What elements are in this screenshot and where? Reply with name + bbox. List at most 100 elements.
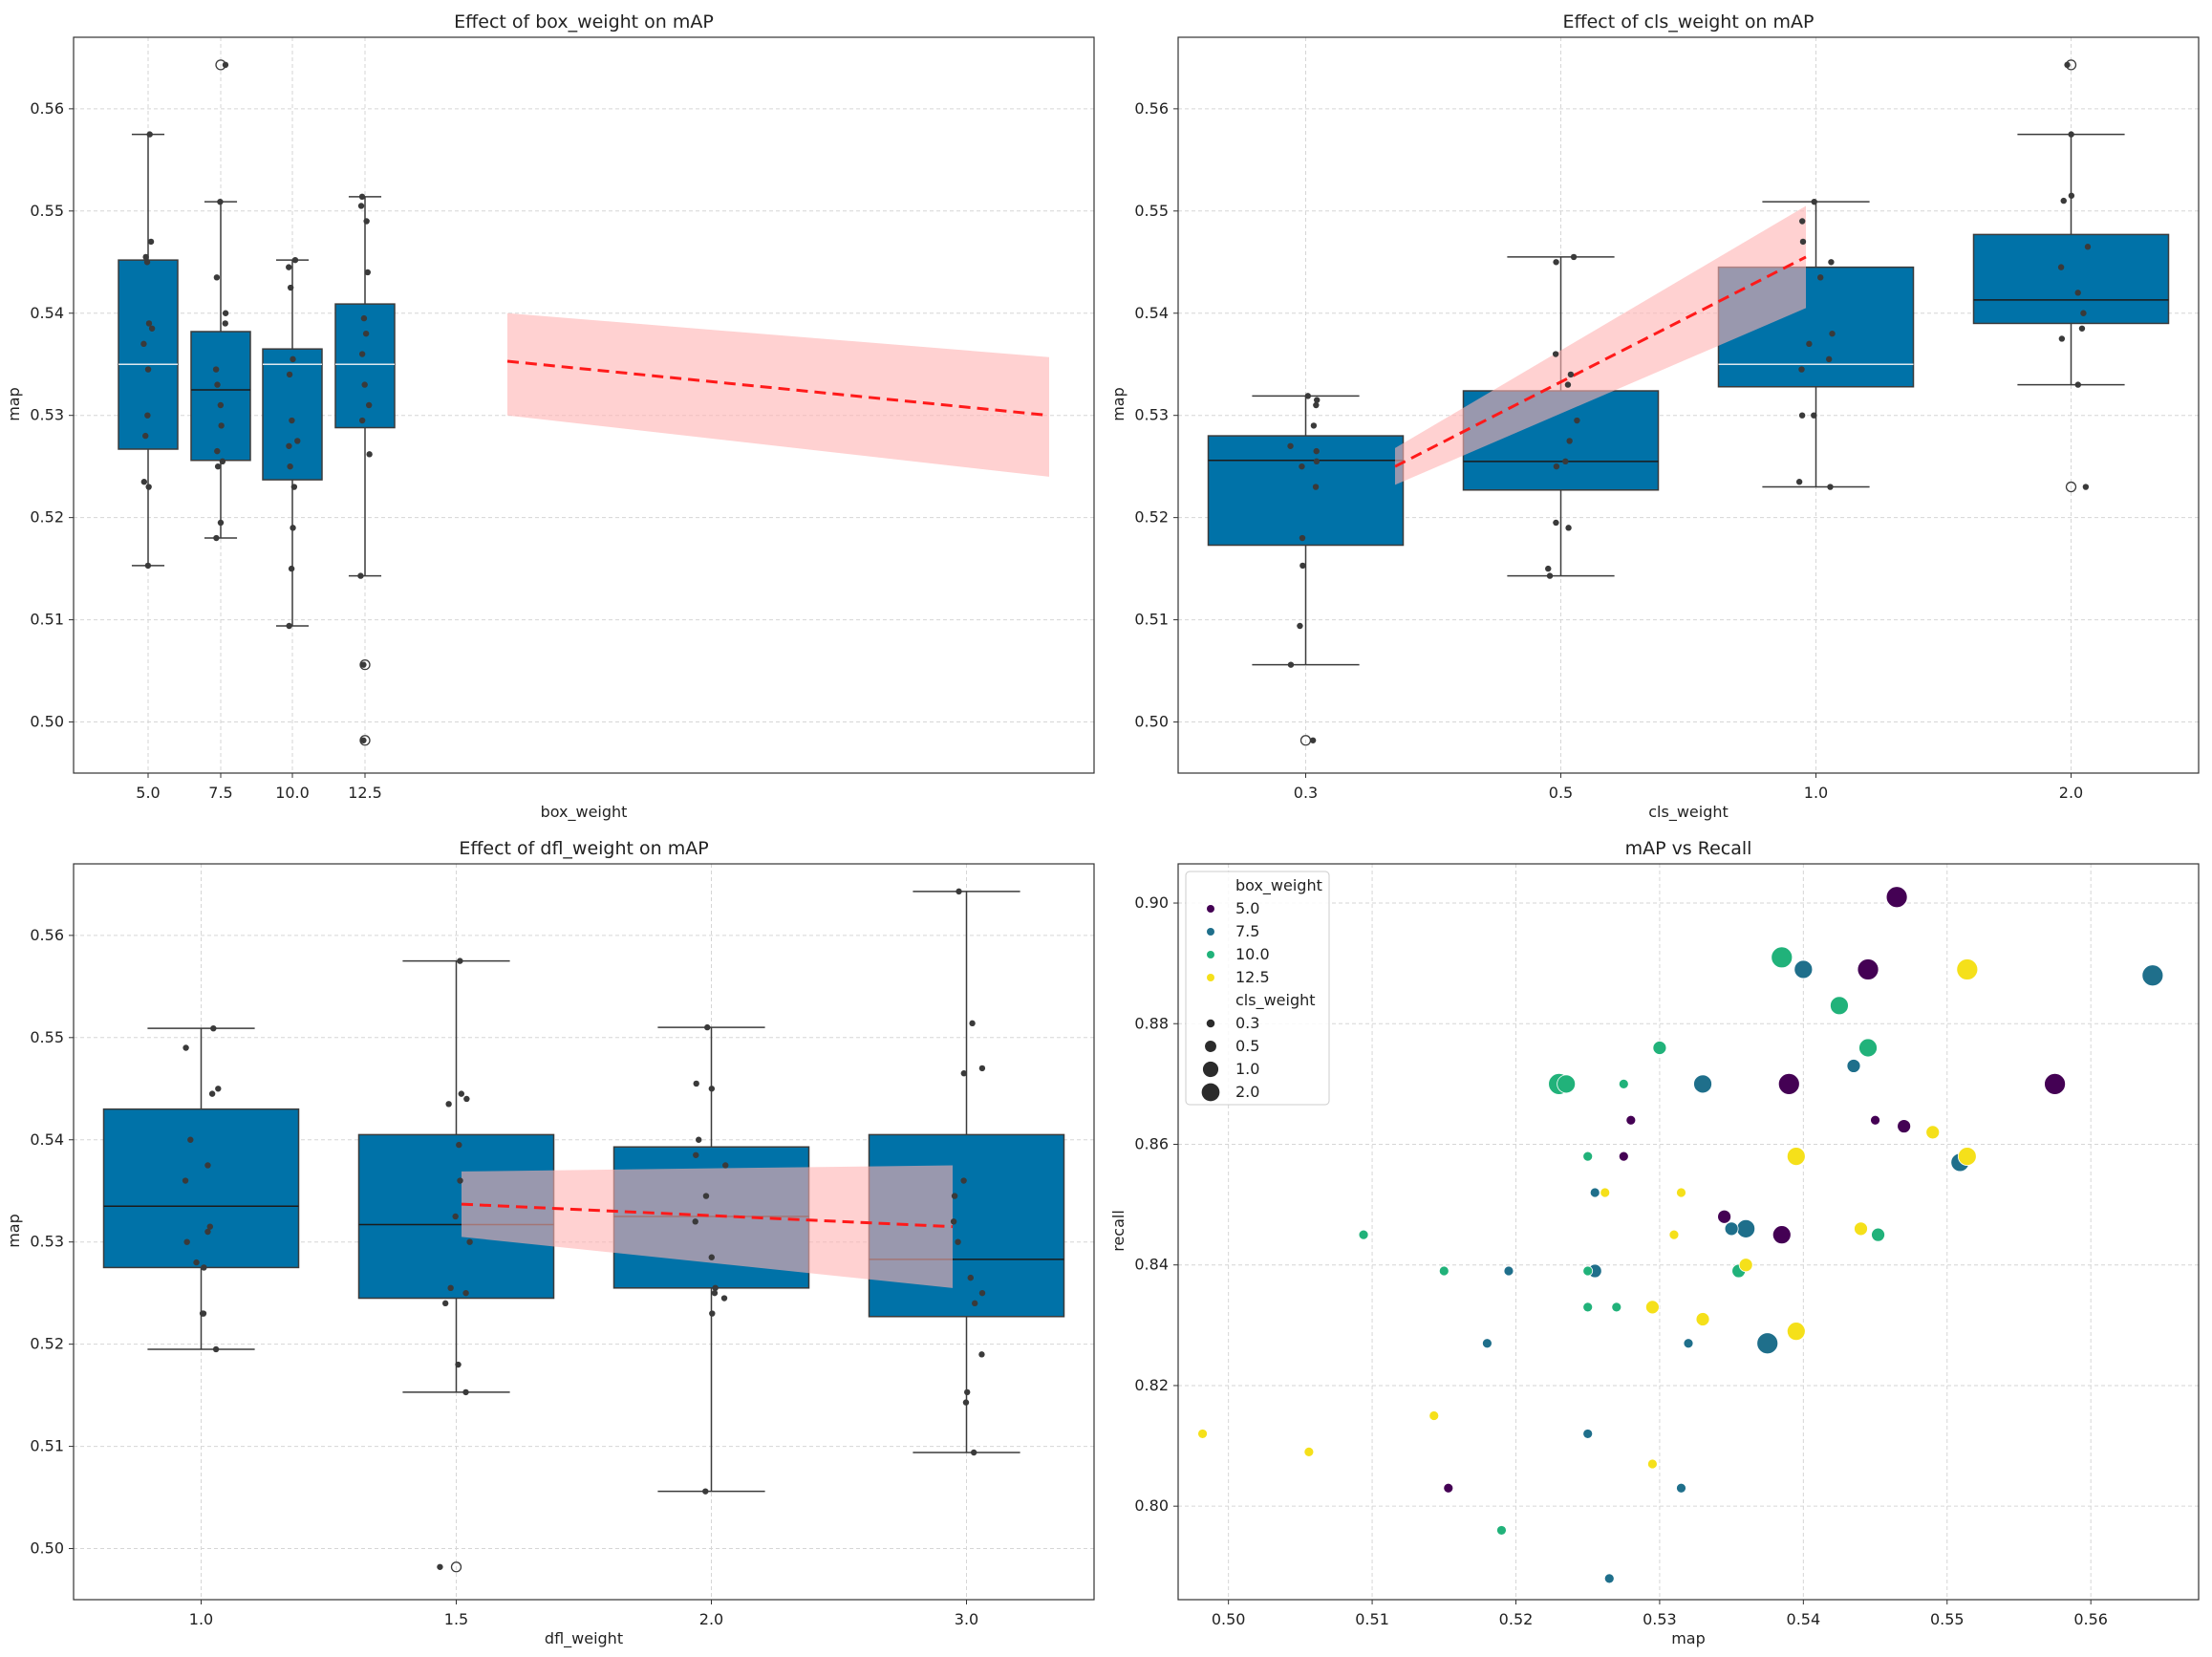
box-5.0 xyxy=(118,133,179,567)
plot-marks xyxy=(69,36,1095,778)
strip-point xyxy=(1564,381,1572,388)
scatter-point xyxy=(1303,1446,1315,1457)
y-tick-labels: 0.80 0.82 0.84 0.86 0.88 0.90 xyxy=(1134,893,1169,1515)
strip-point xyxy=(1313,401,1320,409)
flier-point xyxy=(450,1561,462,1573)
strip-point xyxy=(364,269,372,276)
box-iqr xyxy=(262,348,323,481)
scatter-point xyxy=(1603,1573,1615,1584)
strip-point xyxy=(210,1024,217,1032)
scatter-point xyxy=(1582,1302,1594,1313)
axes-frame xyxy=(73,863,1095,1601)
y-tick-label: 0.50 xyxy=(30,1539,64,1558)
panel-box-weight: Effect of box_weight on mAP box_weight m… xyxy=(5,11,1095,822)
strip-point xyxy=(201,1264,207,1271)
strip-point xyxy=(290,355,296,363)
strip-point xyxy=(217,401,225,409)
legend-marker-hue xyxy=(1207,928,1214,936)
y-tick-labels: 0.50 0.51 0.52 0.53 0.54 0.55 0.56 xyxy=(30,99,64,731)
panel-cls-weight: Effect of cls_weight on mAP cls_weight m… xyxy=(1109,11,2200,822)
x-tick-labels: 5.0 7.5 10.0 12.5 xyxy=(136,784,382,802)
strip-point xyxy=(1825,355,1833,363)
strip-point xyxy=(366,451,373,458)
strip-point xyxy=(363,218,370,225)
scatter-point xyxy=(1668,1229,1680,1240)
scatter-point xyxy=(1695,1312,1710,1326)
strip-point xyxy=(452,1213,459,1220)
legend-label: 2.0 xyxy=(1235,1083,1259,1101)
scatter-point xyxy=(1772,1225,1792,1245)
strip-point xyxy=(183,1238,190,1245)
scatter-point xyxy=(1676,1187,1686,1198)
strip-point xyxy=(702,1488,709,1495)
scatter-point xyxy=(1897,1119,1912,1133)
strip-point xyxy=(214,463,222,470)
y-tick-label: 0.54 xyxy=(30,1130,64,1149)
scatter-point xyxy=(1582,1151,1594,1162)
x-axis-label: box_weight xyxy=(541,803,628,822)
y-tick-label: 0.82 xyxy=(1134,1376,1169,1394)
scatter-point xyxy=(1644,1300,1660,1315)
strip-point xyxy=(969,1020,976,1027)
scatter-point xyxy=(1846,1059,1861,1073)
scatter-point xyxy=(1857,958,1879,980)
flier-point xyxy=(359,658,371,671)
x-tick-label: 0.52 xyxy=(1499,1610,1534,1628)
scatter-point xyxy=(1777,1072,1800,1095)
strip-point xyxy=(204,1228,211,1236)
legend-marker-size xyxy=(1201,1083,1220,1102)
scatter-point xyxy=(1582,1265,1594,1277)
box-10.0 xyxy=(262,259,323,627)
strip-point xyxy=(1297,622,1303,630)
strip-point xyxy=(140,340,147,348)
strip-point xyxy=(145,320,153,327)
strip-point xyxy=(213,534,220,542)
strip-point xyxy=(711,1289,719,1297)
strip-point xyxy=(182,1177,189,1184)
scatter-point xyxy=(1438,1265,1450,1277)
scatter-point xyxy=(1618,1078,1629,1089)
scatter-point xyxy=(1496,1525,1507,1536)
y-axis-label: map xyxy=(1109,387,1127,421)
y-tick-label: 0.56 xyxy=(30,926,64,944)
axes-frame xyxy=(1177,863,2200,1601)
y-tick-label: 0.51 xyxy=(1134,611,1169,629)
strip-point xyxy=(1553,519,1559,527)
box-0.3 xyxy=(1207,395,1405,746)
strip-point xyxy=(288,565,295,572)
strip-point xyxy=(708,1254,715,1260)
x-tick-labels: 1.0 1.5 2.0 3.0 xyxy=(189,1610,978,1628)
box-iqr xyxy=(1972,233,2170,325)
strip-point xyxy=(964,1388,971,1396)
x-tick-label: 10.0 xyxy=(275,784,310,802)
strip-point xyxy=(955,1238,961,1245)
x-tick-label: 1.5 xyxy=(444,1610,468,1628)
strip-point xyxy=(692,1218,698,1225)
strip-point xyxy=(462,1388,469,1396)
strip-point xyxy=(1299,562,1306,570)
strip-point xyxy=(1313,447,1320,455)
strip-point xyxy=(1562,458,1569,465)
strip-point xyxy=(2074,381,2081,388)
regression-line xyxy=(1394,255,1807,468)
x-tick-label: 2.0 xyxy=(2059,784,2083,802)
strip-point xyxy=(455,1361,462,1368)
strip-point xyxy=(2058,335,2066,342)
strip-point xyxy=(709,1310,716,1317)
strip-point xyxy=(708,1086,716,1092)
strip-point xyxy=(289,417,295,424)
strip-point xyxy=(358,193,366,201)
strip-point xyxy=(286,622,292,630)
scatter-point xyxy=(1956,958,1979,980)
strip-point xyxy=(1299,463,1305,470)
scatter-point xyxy=(1197,1429,1208,1439)
panel-dfl-weight: Effect of dfl_weight on mAP dfl_weight m… xyxy=(5,838,1095,1648)
plot-marks xyxy=(69,863,1095,1604)
scatter-point xyxy=(1611,1302,1622,1313)
strip-point xyxy=(1287,661,1295,668)
strip-point xyxy=(222,320,228,327)
scatter-point xyxy=(1786,1147,1806,1167)
strip-point xyxy=(978,1351,985,1358)
strip-point xyxy=(2060,197,2067,204)
x-tick-label: 7.5 xyxy=(208,784,232,802)
